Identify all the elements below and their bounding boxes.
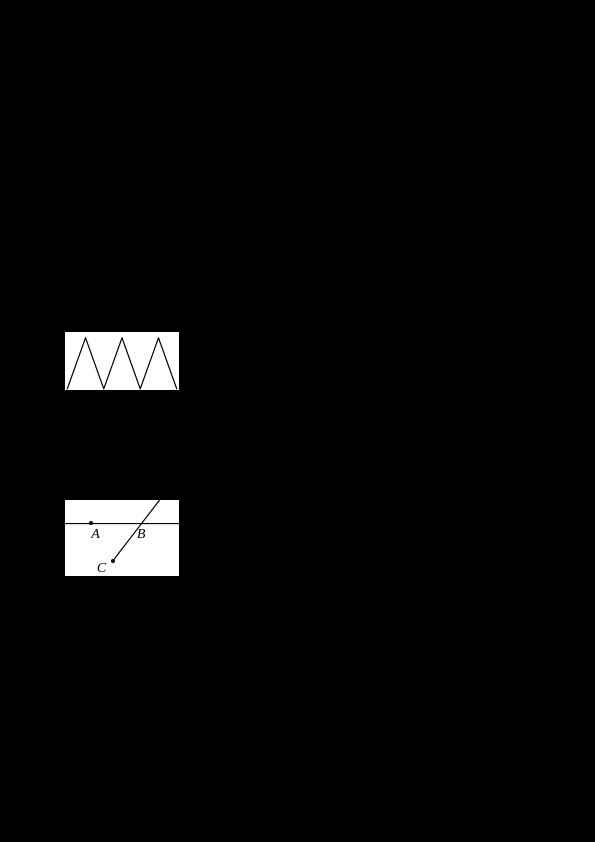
zigzag-panel <box>65 332 179 390</box>
label-a: A <box>91 527 100 543</box>
abc-panel: A B C <box>65 500 179 576</box>
abc-svg <box>65 500 179 576</box>
label-b: B <box>137 527 146 543</box>
point-c-dot <box>111 559 115 563</box>
zigzag-svg <box>65 332 179 390</box>
label-c: C <box>97 561 106 577</box>
